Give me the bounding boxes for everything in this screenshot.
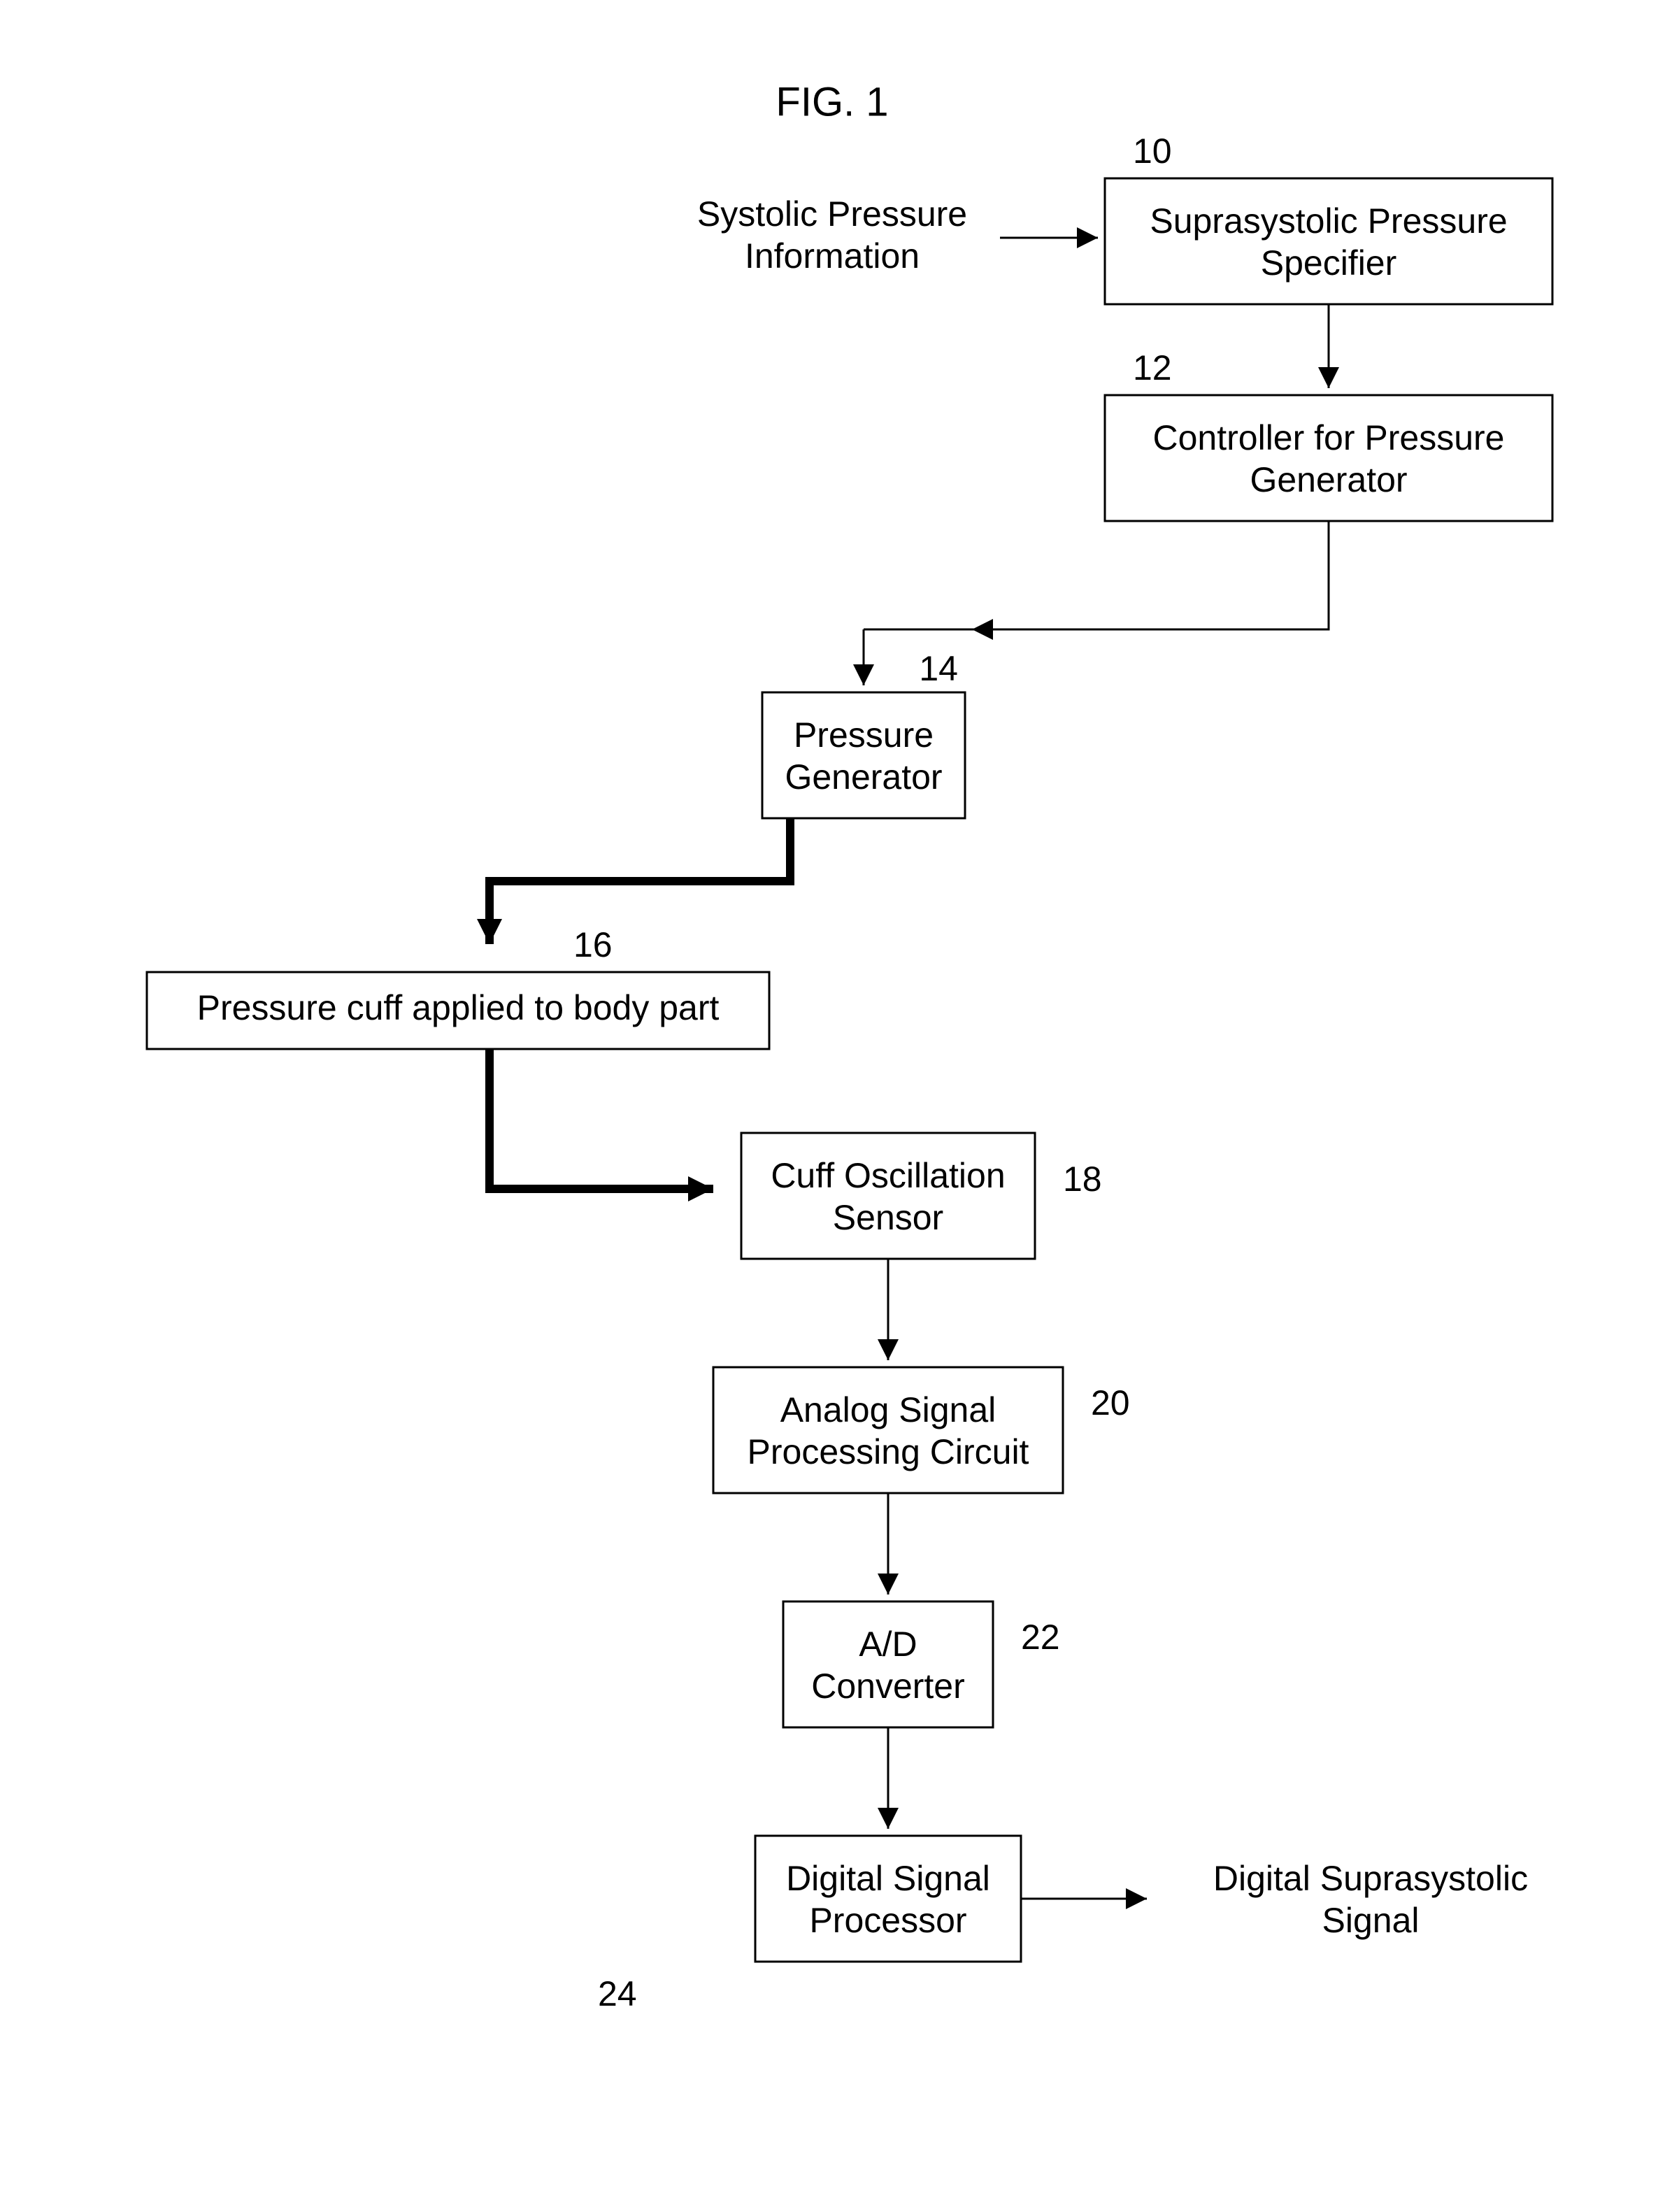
block-sensor	[741, 1133, 1035, 1259]
arrow-cuff-sensor	[490, 1049, 713, 1189]
block-ctrl-l1: Controller for Pressure	[1153, 418, 1505, 457]
ref-sensor: 18	[1063, 1159, 1102, 1199]
block-ctrl	[1105, 395, 1552, 521]
ref-analog: 20	[1091, 1383, 1130, 1422]
block-adc-l1: A/D	[859, 1625, 917, 1664]
ref-spec: 10	[1133, 131, 1172, 171]
block-sensor-l2: Sensor	[833, 1198, 943, 1237]
block-adc	[783, 1601, 993, 1727]
flowchart: FIG. 1 Systolic Pressure Information Sup…	[0, 0, 1665, 2212]
ref-ctrl: 12	[1133, 348, 1172, 387]
block-analog	[713, 1367, 1063, 1493]
block-dsp-l2: Processor	[809, 1901, 966, 1940]
block-pgen-l2: Generator	[785, 757, 942, 797]
block-cuff-l1: Pressure cuff applied to body part	[197, 988, 720, 1027]
block-spec	[1105, 178, 1552, 304]
block-ctrl-l2: Generator	[1250, 460, 1407, 499]
block-adc-l2: Converter	[811, 1667, 965, 1706]
block-pgen	[762, 692, 965, 818]
ref-cuff: 16	[573, 925, 613, 964]
block-spec-l1: Suprasystolic Pressure	[1150, 201, 1507, 241]
block-analog-l1: Analog Signal	[780, 1390, 996, 1429]
arrow-ctrl-pgen	[972, 521, 1329, 629]
block-pgen-l1: Pressure	[794, 715, 934, 755]
output-label-l1: Digital Suprasystolic	[1213, 1859, 1528, 1898]
output-label-l2: Signal	[1322, 1901, 1420, 1940]
arrow-pgen-cuff	[490, 818, 790, 944]
block-spec-l2: Specifier	[1261, 243, 1397, 283]
input-label-l2: Information	[745, 236, 920, 276]
block-sensor-l1: Cuff Oscillation	[771, 1156, 1005, 1195]
input-label-l1: Systolic Pressure	[697, 194, 967, 234]
ref-adc: 22	[1021, 1618, 1060, 1657]
ref-dsp: 24	[598, 1974, 637, 2013]
figure-title: FIG. 1	[776, 79, 888, 124]
ref-pgen: 14	[919, 649, 958, 688]
block-dsp	[755, 1836, 1021, 1962]
block-analog-l2: Processing Circuit	[748, 1432, 1029, 1471]
block-dsp-l1: Digital Signal	[786, 1859, 990, 1898]
